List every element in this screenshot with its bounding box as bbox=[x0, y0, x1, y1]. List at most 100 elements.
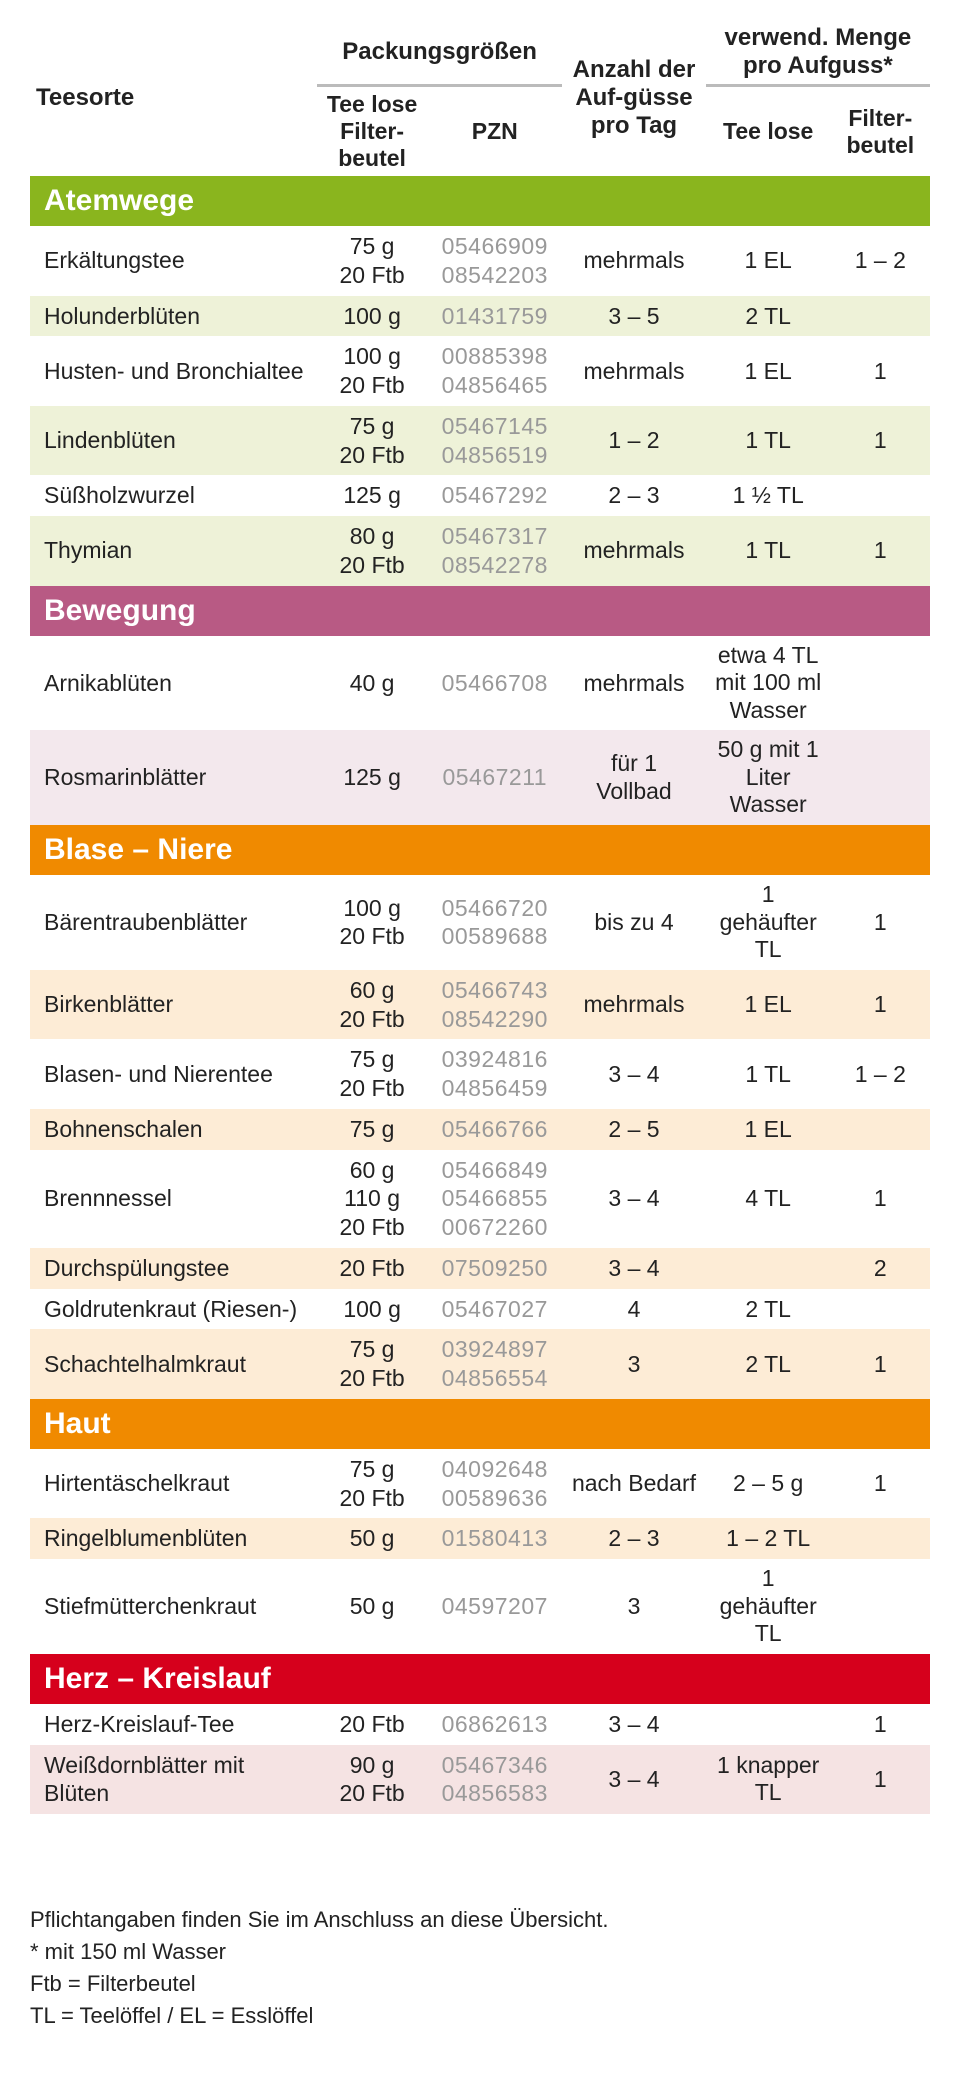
footer-line: * mit 150 ml Wasser bbox=[30, 1936, 930, 1968]
cell-name: Weißdornblätter mit Blüten bbox=[30, 1745, 317, 1815]
table-row: Süßholzwurzel125 g054672922 – 31 ½ TL bbox=[30, 475, 930, 516]
section-header: Blase – Niere bbox=[30, 825, 930, 875]
cell-lose: 1 EL bbox=[706, 1109, 831, 1150]
cell-anzahl: mehrmals bbox=[562, 226, 705, 296]
cell-pzn: 05467027 bbox=[427, 1289, 562, 1330]
cell-name: Durchspülungstee bbox=[30, 1248, 317, 1289]
col-filterbeutel: Filter-beutel bbox=[831, 86, 930, 177]
table-row: Schachtelhalmkraut75 g20 Ftb039248970485… bbox=[30, 1329, 930, 1399]
cell-name: Bohnenschalen bbox=[30, 1109, 317, 1150]
cell-anzahl: 3 bbox=[562, 1559, 705, 1654]
cell-anzahl: 4 bbox=[562, 1289, 705, 1330]
section-header: Bewegung bbox=[30, 586, 930, 636]
table-row: Lindenblüten75 g20 Ftb05467145048565191 … bbox=[30, 406, 930, 476]
footer-line: Pflichtangaben finden Sie im Anschluss a… bbox=[30, 1904, 930, 1936]
cell-pack: 60 g110 g20 Ftb bbox=[317, 1150, 427, 1248]
cell-lose: 2 TL bbox=[706, 1289, 831, 1330]
cell-pzn: 0088539804856465 bbox=[427, 336, 562, 406]
cell-filterbeutel: 1 – 2 bbox=[831, 1039, 930, 1109]
table-row: Ringelblumenblüten50 g015804132 – 31 – 2… bbox=[30, 1518, 930, 1559]
cell-filterbeutel bbox=[831, 475, 930, 516]
cell-filterbeutel: 1 bbox=[831, 1704, 930, 1745]
cell-filterbeutel bbox=[831, 730, 930, 825]
cell-pack: 100 g bbox=[317, 1289, 427, 1330]
cell-lose: 1 gehäufter TL bbox=[706, 875, 831, 970]
cell-filterbeutel: 1 bbox=[831, 1150, 930, 1248]
cell-anzahl: mehrmals bbox=[562, 636, 705, 731]
cell-anzahl: 3 – 4 bbox=[562, 1150, 705, 1248]
cell-lose: 50 g mit 1 Liter Wasser bbox=[706, 730, 831, 825]
col-teesorte: Teesorte bbox=[30, 20, 317, 176]
section-header: Haut bbox=[30, 1399, 930, 1449]
table-row: Holunderblüten100 g014317593 – 52 TL bbox=[30, 296, 930, 337]
col-tee-lose: Tee lose bbox=[706, 86, 831, 177]
cell-lose: 1 EL bbox=[706, 970, 831, 1040]
cell-filterbeutel bbox=[831, 1559, 930, 1654]
cell-name: Herz-Kreislauf-Tee bbox=[30, 1704, 317, 1745]
col-tee-lose-fb-text: Tee lose Filter-beutel bbox=[327, 91, 417, 171]
table-row: Bärentraubenblätter100 g20 Ftb0546672000… bbox=[30, 875, 930, 970]
cell-pzn: 01431759 bbox=[427, 296, 562, 337]
cell-anzahl: 2 – 3 bbox=[562, 1518, 705, 1559]
cell-pack: 50 g bbox=[317, 1518, 427, 1559]
cell-pzn: 04597207 bbox=[427, 1559, 562, 1654]
cell-name: Lindenblüten bbox=[30, 406, 317, 476]
cell-anzahl: 2 – 3 bbox=[562, 475, 705, 516]
cell-lose: 1 TL bbox=[706, 1039, 831, 1109]
footer-line: Ftb = Filterbeutel bbox=[30, 1968, 930, 2000]
table-row: Erkältungstee75 g20 Ftb0546690908542203m… bbox=[30, 226, 930, 296]
cell-filterbeutel: 1 bbox=[831, 875, 930, 970]
cell-anzahl: 3 – 4 bbox=[562, 1704, 705, 1745]
cell-filterbeutel bbox=[831, 1289, 930, 1330]
cell-pack: 50 g bbox=[317, 1559, 427, 1654]
cell-pack: 75 g20 Ftb bbox=[317, 1039, 427, 1109]
cell-pzn: 05467292 bbox=[427, 475, 562, 516]
cell-filterbeutel: 1 bbox=[831, 406, 930, 476]
cell-lose: 1 TL bbox=[706, 516, 831, 586]
cell-pack: 125 g bbox=[317, 475, 427, 516]
col-packungsgroessen: Packungsgrößen bbox=[317, 20, 562, 86]
table-row: Husten- und Bronchialtee100 g20 Ftb00885… bbox=[30, 336, 930, 406]
table-row: Birkenblätter60 g20 Ftb0546674308542290m… bbox=[30, 970, 930, 1040]
col-verwend: verwend. Menge pro Aufguss* bbox=[706, 20, 930, 86]
cell-pzn: 0546674308542290 bbox=[427, 970, 562, 1040]
cell-name: Holunderblüten bbox=[30, 296, 317, 337]
cell-pack: 20 Ftb bbox=[317, 1248, 427, 1289]
cell-anzahl: nach Bedarf bbox=[562, 1449, 705, 1519]
cell-pack: 75 g20 Ftb bbox=[317, 1449, 427, 1519]
cell-anzahl: 3 – 4 bbox=[562, 1248, 705, 1289]
footer-line: TL = Teelöffel / EL = Esslöffel bbox=[30, 2000, 930, 2032]
cell-filterbeutel: 1 bbox=[831, 336, 930, 406]
cell-name: Stiefmütterchenkraut bbox=[30, 1559, 317, 1654]
cell-pack: 75 g bbox=[317, 1109, 427, 1150]
section-header: Atemwege bbox=[30, 176, 930, 226]
cell-name: Arnikablüten bbox=[30, 636, 317, 731]
cell-anzahl: 3 – 5 bbox=[562, 296, 705, 337]
cell-anzahl: 3 – 4 bbox=[562, 1039, 705, 1109]
col-tee-lose-text: Tee lose bbox=[723, 118, 813, 144]
cell-pack: 125 g bbox=[317, 730, 427, 825]
cell-lose: 4 TL bbox=[706, 1150, 831, 1248]
table-row: Hirtentäschelkraut75 g20 Ftb040926480058… bbox=[30, 1449, 930, 1519]
cell-name: Birkenblätter bbox=[30, 970, 317, 1040]
cell-pzn: 0546731708542278 bbox=[427, 516, 562, 586]
cell-pzn: 0546734604856583 bbox=[427, 1745, 562, 1815]
col-filterbeutel-text: Filter-beutel bbox=[846, 105, 914, 158]
table-row: Brennnessel60 g110 g20 Ftb05466849054668… bbox=[30, 1150, 930, 1248]
cell-pzn: 0546714504856519 bbox=[427, 406, 562, 476]
cell-pack: 75 g20 Ftb bbox=[317, 1329, 427, 1399]
tea-table: Teesorte Packungsgrößen Anzahl der Auf-g… bbox=[30, 20, 930, 1814]
table-row: Blasen- und Nierentee75 g20 Ftb039248160… bbox=[30, 1039, 930, 1109]
cell-anzahl: mehrmals bbox=[562, 970, 705, 1040]
cell-lose bbox=[706, 1248, 831, 1289]
cell-anzahl: mehrmals bbox=[562, 516, 705, 586]
cell-lose: 1 TL bbox=[706, 406, 831, 476]
cell-pack: 20 Ftb bbox=[317, 1704, 427, 1745]
footer-notes: Pflichtangaben finden Sie im Anschluss a… bbox=[30, 1904, 930, 2032]
col-anzahl: Anzahl der Auf-güsse pro Tag bbox=[562, 20, 705, 176]
table-row: Arnikablüten40 g05466708mehrmalsetwa 4 T… bbox=[30, 636, 930, 731]
cell-pzn: 05466766 bbox=[427, 1109, 562, 1150]
cell-anzahl: mehrmals bbox=[562, 336, 705, 406]
cell-name: Brennnessel bbox=[30, 1150, 317, 1248]
cell-pzn: 05467211 bbox=[427, 730, 562, 825]
